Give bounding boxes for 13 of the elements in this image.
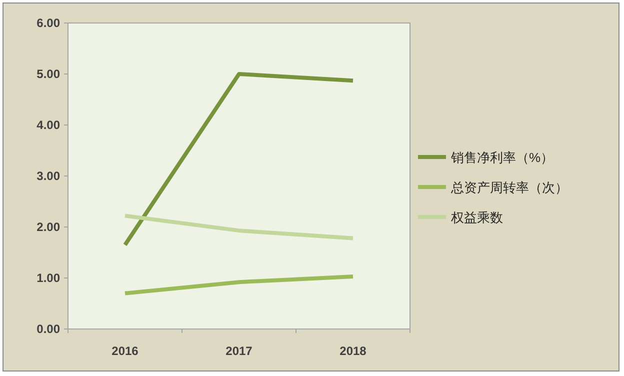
y-tick-label: 0.00 [36, 322, 60, 336]
y-tick-label: 6.00 [36, 16, 60, 30]
y-tick-label: 3.00 [36, 169, 60, 183]
legend-label: 销售净利率（%） [450, 150, 554, 165]
x-tick-label: 2016 [112, 344, 139, 358]
x-tick-label: 2017 [226, 344, 253, 358]
y-tick-label: 1.00 [36, 271, 60, 285]
y-tick-label: 4.00 [36, 118, 60, 132]
y-tick-label: 5.00 [36, 67, 60, 81]
y-tick-label: 2.00 [36, 220, 60, 234]
legend-label: 权益乘数 [450, 210, 503, 225]
x-tick-label: 2018 [340, 344, 367, 358]
legend-label: 总资产周转率（次） [450, 180, 568, 195]
